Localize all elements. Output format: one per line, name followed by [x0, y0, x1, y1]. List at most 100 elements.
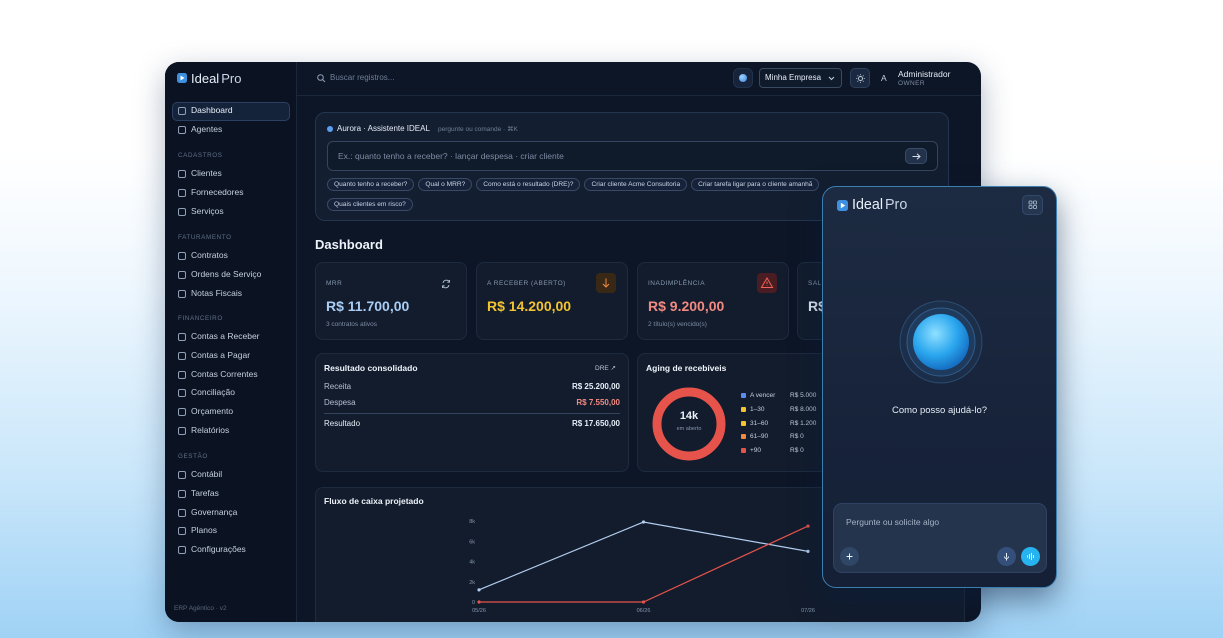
- nav-item[interactable]: Contas a Receber: [191, 331, 260, 341]
- kpi-note: 2 título(s) vencido(s): [648, 321, 707, 328]
- y-tick-label: 6k: [469, 539, 475, 545]
- nav-item[interactable]: Governança: [191, 506, 238, 517]
- nav-item[interactable]: Contábil: [191, 469, 223, 479]
- nav-icon: [178, 126, 186, 134]
- page-title: Dashboard: [315, 237, 383, 252]
- nav-item[interactable]: Dashboard: [191, 105, 233, 115]
- assistant-hint: pergunte ou comande · ⌘K: [438, 126, 518, 133]
- card-link[interactable]: DRE ↗: [595, 365, 616, 372]
- kpi-value: R$: [808, 298, 826, 314]
- widget-prompt: Como posso ajudá-lo?: [891, 405, 988, 416]
- search-handle: [322, 79, 326, 83]
- add-button[interactable]: [840, 547, 859, 566]
- section-title: FATURAMENTO: [178, 234, 232, 241]
- nav-item[interactable]: Orçamento: [191, 406, 234, 416]
- company-select[interactable]: Minha Empresa: [759, 68, 842, 88]
- nav-item[interactable]: Fornecedores: [191, 186, 244, 197]
- kpi-value: R$ 9.200,00: [648, 298, 725, 314]
- nav-item[interactable]: Agentes: [191, 124, 223, 134]
- sidebar-footer: ERP Agêntico · v2: [174, 605, 227, 612]
- legend-dot: [741, 406, 746, 412]
- nav-icon: [178, 351, 186, 360]
- series-point: [477, 588, 481, 592]
- logo-text: Ideal Pro: [852, 197, 907, 213]
- line-chart: 0 2k 4k 6k 8k 05/26 06/26 07/26: [469, 519, 815, 614]
- donut: [652, 387, 726, 461]
- nav-item[interactable]: Relatórios: [191, 424, 230, 435]
- sun-core: [858, 76, 863, 81]
- section-title: CADASTROS: [178, 152, 223, 159]
- legend-amount: R$ 8.000: [790, 405, 817, 413]
- nav-item[interactable]: Clientes: [191, 168, 222, 178]
- status-dot: [739, 74, 747, 82]
- result-label: Resultado: [324, 419, 361, 428]
- topbar: Buscar registros... Minha Empresa A Adminis…: [297, 62, 981, 96]
- grid-icon: [1028, 200, 1037, 209]
- widget-input[interactable]: Pergunte ou solicite algo: [833, 503, 1047, 573]
- legend-label: 31–60: [750, 419, 769, 427]
- nav-icon: [178, 527, 186, 536]
- status-button[interactable]: [733, 68, 753, 88]
- nav-item[interactable]: Planos: [191, 525, 217, 536]
- kpi-label: A RECEBER (ABERTO): [487, 280, 566, 287]
- nav-icon: [178, 508, 186, 517]
- orb: [899, 300, 983, 384]
- kpi-label: SAL: [808, 280, 822, 287]
- widget-placeholder: Pergunte ou solicite algo: [846, 517, 940, 527]
- grid-cell: [1033, 200, 1037, 205]
- legend-dot: [741, 393, 746, 398]
- suggestion-chip[interactable]: Quanto tenho a receber?: [327, 178, 415, 191]
- suggestion-chip[interactable]: Qual o MRR?: [418, 178, 473, 191]
- legend-amount: R$ 0: [790, 447, 804, 455]
- voice-button[interactable]: [1021, 547, 1040, 566]
- assistant-dot: [327, 126, 333, 132]
- send-button[interactable]: [905, 148, 927, 164]
- nav-item[interactable]: Ordens de Serviço: [191, 268, 262, 279]
- theme-button[interactable]: [850, 68, 870, 88]
- legend-dot: [741, 434, 746, 440]
- nav-icon: [178, 252, 186, 260]
- nav-item[interactable]: Contas Correntes: [191, 368, 258, 379]
- result-label: Receita: [324, 382, 352, 391]
- card-title: Fluxo de caixa projetado: [324, 496, 424, 506]
- x-tick-label: 07/26: [801, 608, 815, 614]
- nav-item[interactable]: Contratos: [191, 250, 228, 260]
- arrow-path: [912, 153, 921, 160]
- user-role: OWNER: [898, 80, 925, 87]
- kpi-label: MRR: [326, 280, 343, 287]
- section-title: GESTÃO: [178, 453, 208, 460]
- y-tick-label: 0: [472, 600, 475, 606]
- nav-item[interactable]: Serviços: [191, 205, 224, 216]
- search-input[interactable]: Buscar registros...: [330, 73, 395, 82]
- logo-text: Ideal Pro: [191, 71, 241, 86]
- nav-icon: [178, 370, 186, 379]
- nav-item[interactable]: Tarefas: [191, 487, 219, 498]
- series-point: [806, 524, 810, 528]
- arrow-path: [602, 278, 610, 288]
- suggestion-chip[interactable]: Criar cliente Acme Consultoria: [584, 178, 688, 191]
- suggestion-chip[interactable]: Criar tarefa ligar para o cliente amanhã: [691, 178, 820, 191]
- nav-icon: [178, 188, 186, 197]
- logo-brand: Ideal: [191, 70, 220, 86]
- nav-item[interactable]: Configurações: [191, 544, 246, 554]
- send-arrow: [912, 153, 921, 160]
- nav-icon: [178, 546, 186, 554]
- kpi-value: R$ 14.200,00: [487, 298, 572, 314]
- legend-label: 1–30: [750, 405, 765, 413]
- nav-item[interactable]: Conciliação: [191, 387, 235, 398]
- nav-icon: [178, 471, 186, 479]
- series-line: [478, 521, 809, 591]
- card-title: Aging de recebíveis: [646, 363, 727, 373]
- menu-button[interactable]: [1022, 195, 1043, 215]
- donut-center: 14k: [679, 410, 699, 422]
- assistant-input[interactable]: Ex.: quanto tenho a receber? · lançar de…: [327, 141, 938, 171]
- warning-triangle: [760, 277, 774, 288]
- suggestion-chip[interactable]: Quais clientes em risco?: [327, 198, 413, 211]
- legend-amount: R$ 0: [790, 433, 804, 441]
- card-title: Resultado consolidado: [324, 363, 418, 373]
- sun-ray: [857, 80, 859, 82]
- suggestion-chip[interactable]: Como está o resultado (DRE)?: [476, 178, 581, 191]
- nav-item[interactable]: Contas a Pagar: [191, 349, 251, 360]
- nav-item[interactable]: Notas Fiscais: [191, 287, 243, 298]
- mic-button[interactable]: [997, 547, 1016, 566]
